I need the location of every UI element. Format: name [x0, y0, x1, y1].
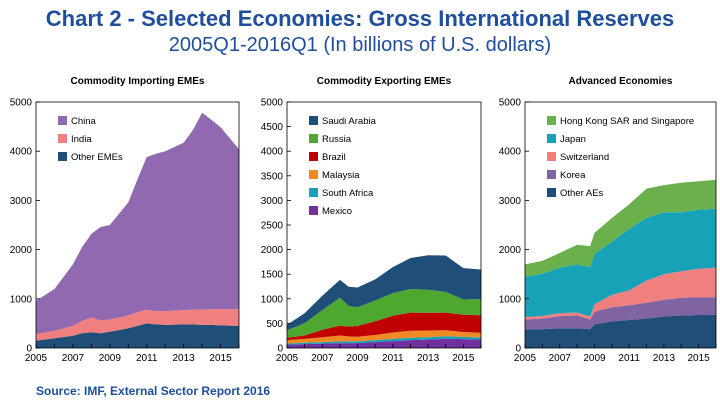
area-korea — [525, 297, 716, 330]
area-other-aes — [525, 315, 716, 348]
chart-subtitle: 2005Q1-2016Q1 (In billions of U.S. dolla… — [168, 34, 552, 56]
y-tick-label: 3000 — [499, 196, 522, 207]
y-tick-label: 500 — [266, 319, 283, 330]
x-tick-label: 2005 — [25, 353, 48, 364]
y-tick-label: 1500 — [261, 270, 284, 281]
legend-label-south-africa: South Africa — [322, 188, 374, 199]
legend-label-japan: Japan — [560, 134, 586, 145]
legend-swatch-south-africa — [309, 188, 318, 197]
x-tick-label: 2007 — [62, 353, 85, 364]
area-malaysia — [287, 330, 481, 344]
x-tick-label: 2005 — [276, 353, 299, 364]
legend-swatch-mexico — [309, 206, 318, 215]
x-tick-label: 2015 — [452, 353, 475, 364]
y-tick-label: 2000 — [499, 245, 522, 256]
chart-panel-commodity-importing: Commodity Importing EMEs 0 1000 2000 3000 400… — [10, 76, 240, 364]
chart-title: Chart 2 - Selected Economies: Gross Inte… — [45, 6, 675, 31]
legend-swatch-brazil — [309, 152, 318, 161]
y-tick-label: 2000 — [10, 245, 33, 256]
legend-label-other-emes: Other EMEs — [71, 152, 123, 163]
x-tick-label: 2011 — [382, 353, 404, 364]
panel-title: Advanced Economies — [569, 76, 673, 87]
x-tick-label: 2007 — [549, 353, 572, 364]
source-note: Source: IMF, External Sector Report 2016 — [36, 384, 271, 398]
area-switzerland — [525, 267, 716, 320]
x-tick-label: 2013 — [417, 353, 440, 364]
legend-swatch-china — [58, 116, 67, 125]
x-tick-label: 2005 — [514, 353, 537, 364]
chart-panel-commodity-exporting: Commodity Exporting EMEs 0 500 1000 1500 2000… — [261, 76, 482, 364]
x-tick-label: 2015 — [209, 353, 232, 364]
legend-swatch-other-emes — [58, 152, 67, 161]
y-tick-label: 0 — [26, 344, 32, 355]
x-tick-label: 2007 — [311, 353, 334, 364]
panel-title: Commodity Exporting EMEs — [317, 76, 452, 87]
y-tick-label: 0 — [277, 344, 283, 355]
y-tick-label: 4000 — [10, 147, 33, 158]
y-tick-label: 0 — [515, 344, 521, 355]
chart-panel-advanced-economies: Advanced Economies 0 1000 2000 3000 4000 5000 2… — [499, 76, 717, 364]
legend-label-china: China — [71, 116, 97, 127]
legend-label-switzerland: Switzerland — [560, 152, 609, 163]
panel-title: Commodity Importing EMEs — [71, 76, 205, 87]
legend-swatch-japan — [547, 134, 556, 143]
legend-swatch-switzerland — [547, 152, 556, 161]
area-russia — [287, 289, 481, 338]
plot-frame — [35, 101, 240, 349]
y-tick-label: 5000 — [261, 98, 284, 109]
x-tick-label: 2013 — [653, 353, 676, 364]
y-tick-label: 3000 — [261, 196, 284, 207]
legend-label-korea: Korea — [560, 170, 586, 181]
legend-label-russia: Russia — [322, 134, 352, 145]
legend-swatch-russia — [309, 134, 318, 143]
y-tick-label: 4500 — [261, 122, 284, 133]
legend-swatch-other-aes — [547, 188, 556, 197]
legend-label-brazil: Brazil — [322, 152, 346, 163]
legend-swatch-hong-kong-sar-and-singapore — [547, 116, 556, 125]
area-saudi-arabia — [287, 255, 481, 331]
legend-label-malaysia: Malaysia — [322, 170, 360, 181]
y-tick-label: 1000 — [10, 294, 33, 305]
y-tick-label: 1000 — [499, 294, 522, 305]
y-tick-label: 5000 — [499, 98, 522, 109]
legend-label-saudi-arabia: Saudi Arabia — [322, 116, 377, 127]
y-tick-label: 5000 — [10, 98, 33, 109]
area-hong-kong-sar-and-singapore — [525, 179, 716, 277]
y-tick-label: 4000 — [499, 147, 522, 158]
x-tick-label: 2011 — [136, 353, 158, 364]
x-tick-label: 2015 — [688, 353, 711, 364]
plot-frame — [524, 101, 717, 349]
area-japan — [525, 208, 716, 317]
legend-label-india: India — [71, 134, 92, 145]
x-tick-label: 2009 — [346, 353, 369, 364]
area-other-emes — [36, 323, 239, 348]
legend-label-mexico: Mexico — [322, 206, 352, 217]
legend-label-other-aes: Other AEs — [560, 188, 604, 199]
y-tick-label: 3000 — [10, 196, 33, 207]
legend-label-hong-kong-sar-and-singapore: Hong Kong SAR and Singapore — [560, 116, 694, 127]
area-india — [36, 309, 239, 341]
area-south-africa — [287, 336, 481, 345]
x-tick-label: 2009 — [583, 353, 606, 364]
area-mexico — [287, 338, 481, 348]
y-tick-label: 4000 — [261, 147, 284, 158]
y-tick-label: 2000 — [261, 245, 284, 256]
legend-swatch-saudi-arabia — [309, 116, 318, 125]
legend-swatch-india — [58, 134, 67, 143]
x-tick-label: 2013 — [173, 353, 196, 364]
y-tick-label: 1000 — [261, 294, 284, 305]
area-china — [36, 112, 239, 335]
x-tick-label: 2011 — [618, 353, 640, 364]
y-tick-label: 3500 — [261, 171, 284, 182]
y-tick-label: 2500 — [261, 221, 284, 232]
legend-swatch-malaysia — [309, 170, 318, 179]
legend-swatch-korea — [547, 170, 556, 179]
area-brazil — [287, 312, 481, 341]
x-tick-label: 2009 — [99, 353, 122, 364]
